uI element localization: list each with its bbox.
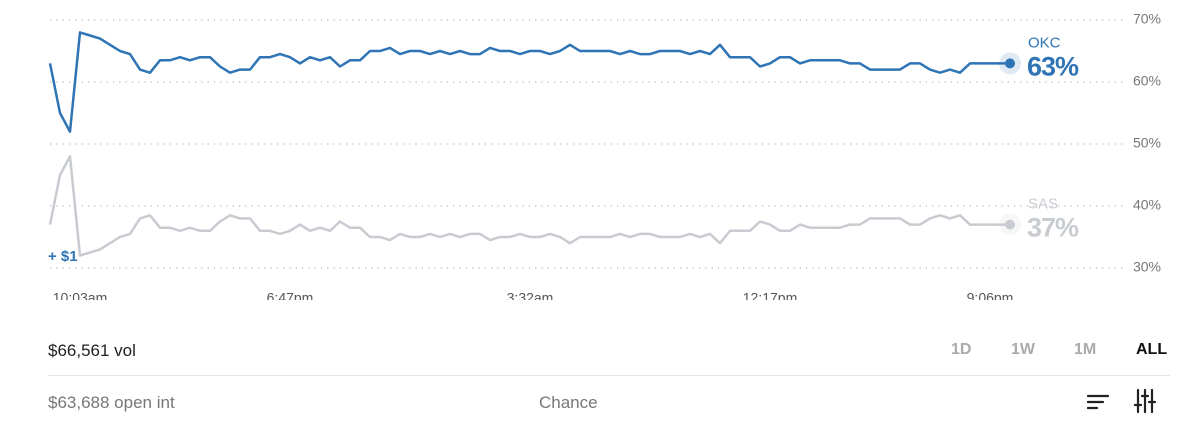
range-button[interactable]: ALL xyxy=(1136,341,1168,358)
open-interest: $63,688 open int xyxy=(48,393,175,412)
mode-button[interactable]: Chance xyxy=(539,393,598,412)
y-tick-label: 70% xyxy=(1133,11,1161,27)
volume: $66,561 vol xyxy=(48,341,136,360)
legend-label: SAS xyxy=(1028,196,1058,213)
y-tick-label: 60% xyxy=(1133,73,1161,89)
y-tick-label: 30% xyxy=(1133,259,1161,275)
end-value-label: 37% xyxy=(1027,213,1079,243)
series-line xyxy=(48,155,1010,257)
divider xyxy=(48,375,1170,376)
range-button[interactable]: 1D xyxy=(951,341,972,358)
range-button[interactable]: 1W xyxy=(1011,341,1035,358)
annotation: + $1 xyxy=(48,248,78,265)
legend-label: OKC xyxy=(1028,34,1061,51)
x-tick-label: 12:17pm xyxy=(743,290,797,300)
x-tick-label: 10:03am xyxy=(53,290,107,300)
x-tick-label: 6:47pm xyxy=(267,290,314,300)
end-point xyxy=(1005,58,1015,69)
x-tick-label: 9:06pm xyxy=(967,290,1014,300)
end-value-label: 63% xyxy=(1027,52,1079,82)
x-tick-label: 3:32am xyxy=(507,290,554,300)
series-line xyxy=(48,31,1010,133)
y-tick-label: 50% xyxy=(1133,135,1161,151)
y-tick-label: 40% xyxy=(1133,197,1161,213)
settings-icon[interactable] xyxy=(1133,388,1157,414)
range-button[interactable]: 1M xyxy=(1074,341,1097,358)
chart: 9:06pm 12:17pm 3:32am 6:47pm 10:03am 70% 60% 50… xyxy=(48,11,1161,300)
end-point xyxy=(1005,219,1015,230)
sort-icon[interactable] xyxy=(1086,390,1110,414)
